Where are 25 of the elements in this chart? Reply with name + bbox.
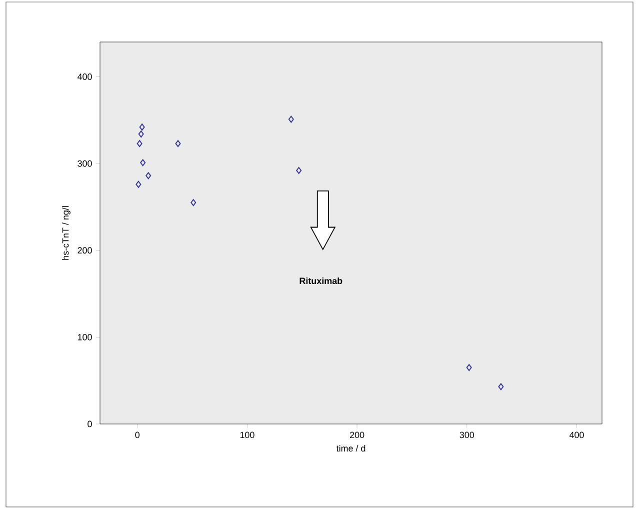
point: [175, 140, 181, 148]
y-tick-label: 0: [88, 420, 92, 428]
point: [146, 172, 152, 180]
x-tick-label: 400: [569, 432, 584, 438]
point: [296, 166, 302, 174]
annotation: Rituximab: [300, 277, 342, 284]
point: [466, 364, 472, 372]
x-tick-label: 100: [240, 432, 254, 438]
x-tick-label: 0: [135, 432, 140, 438]
x-axis-title: time / d: [336, 444, 366, 452]
point: [136, 140, 142, 148]
point: [288, 116, 294, 123]
point: [139, 124, 145, 131]
x-tick-label: 300: [460, 432, 474, 438]
point: [498, 383, 504, 390]
point: [138, 130, 144, 138]
point: [190, 199, 196, 206]
y-tick-label: 200: [78, 247, 92, 254]
point: [140, 159, 146, 166]
point: [136, 180, 142, 188]
y-tick-label: 100: [78, 334, 92, 340]
y-tick-label: 400: [77, 74, 92, 80]
y-tick-label: 300: [78, 160, 92, 167]
y-axis-title: hs-cTnT / ng/l: [62, 206, 70, 260]
x-tick-label: 200: [350, 432, 364, 438]
